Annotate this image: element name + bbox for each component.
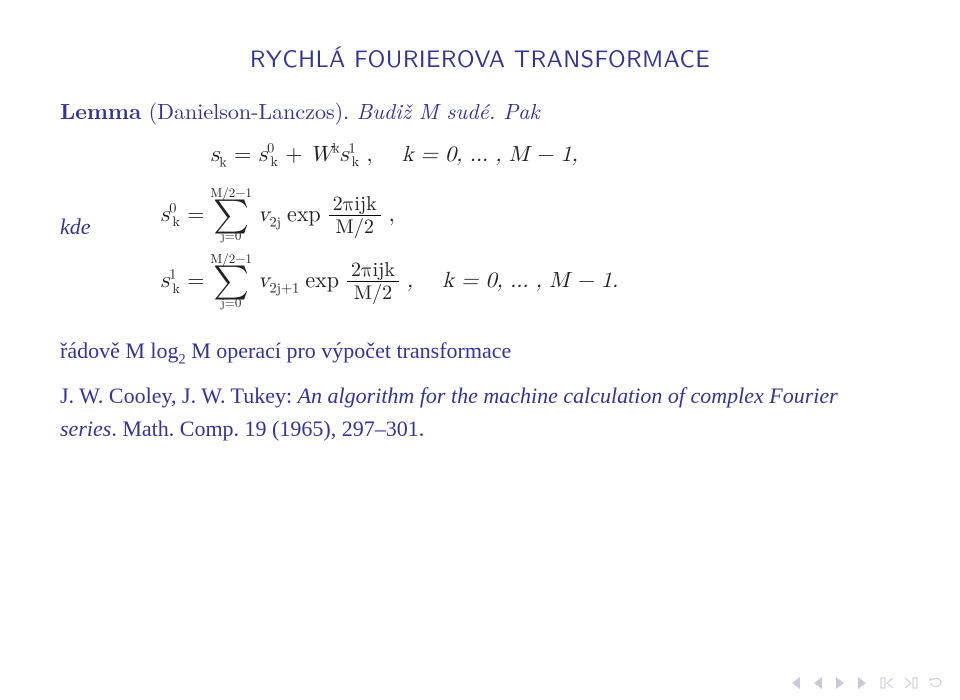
frac-1: 2πijk M/2 (347, 259, 399, 304)
lemma-label: (Danielson-Lanczos). (141, 95, 349, 126)
slide-root: RYCHLÁ FOURIEROVA TRANSFORMACE Lemma (Da… (0, 0, 960, 700)
lemma-statement: Budiž M sudé. Pak (357, 95, 540, 126)
nav-next-icon[interactable] (834, 677, 846, 689)
eq-main-domain: k = 0, … , M − 1, (402, 144, 578, 166)
eq-main: sk = s0k + Wks1k , k = 0, … , M − 1, (211, 140, 619, 171)
equation-block: kde sk = s0k + Wks1k , k = 0, … , M − 1,… (60, 140, 900, 314)
eq-s0: s0k = M/2−1 ∑ j=0 v2j exp 2πijk M/2 , (161, 187, 619, 244)
nav-last-icon[interactable] (856, 677, 870, 689)
slide-title: RYCHLÁ FOURIEROVA TRANSFORMACE (60, 40, 900, 75)
nav-prev-icon[interactable] (812, 677, 824, 689)
nav-cycle-icon[interactable] (928, 676, 944, 690)
complexity-note: řádově M log2 M operací pro výpočet tran… (60, 334, 900, 367)
sum-symbol-0: M/2−1 ∑ j=0 (210, 187, 252, 244)
ref-authors: J. W. Cooley, J. W. Tukey: (60, 383, 298, 408)
eq-s1: s1k = M/2−1 ∑ j=0 v2j+1 exp 2πijk M/2 , … (161, 253, 619, 310)
nav-bar (788, 676, 944, 690)
nav-back-section-icon[interactable] (880, 677, 894, 689)
lemma-keyword: Lemma (60, 95, 141, 126)
nav-fwd-section-icon[interactable] (904, 677, 918, 689)
lemma-line: Lemma (Danielson-Lanczos). Budiž M sudé.… (60, 95, 900, 126)
frac-0: 2πijk M/2 (329, 193, 381, 238)
kde-label: kde (60, 214, 91, 240)
sum-symbol-1: M/2−1 ∑ j=0 (210, 253, 252, 310)
equation-column: sk = s0k + Wks1k , k = 0, … , M − 1, s0k… (131, 140, 619, 314)
ref-suffix: . Math. Comp. 19 (1965), 297–301. (111, 416, 424, 441)
reference: J. W. Cooley, J. W. Tukey: An algorithm … (60, 379, 900, 445)
nav-first-icon[interactable] (788, 677, 802, 689)
